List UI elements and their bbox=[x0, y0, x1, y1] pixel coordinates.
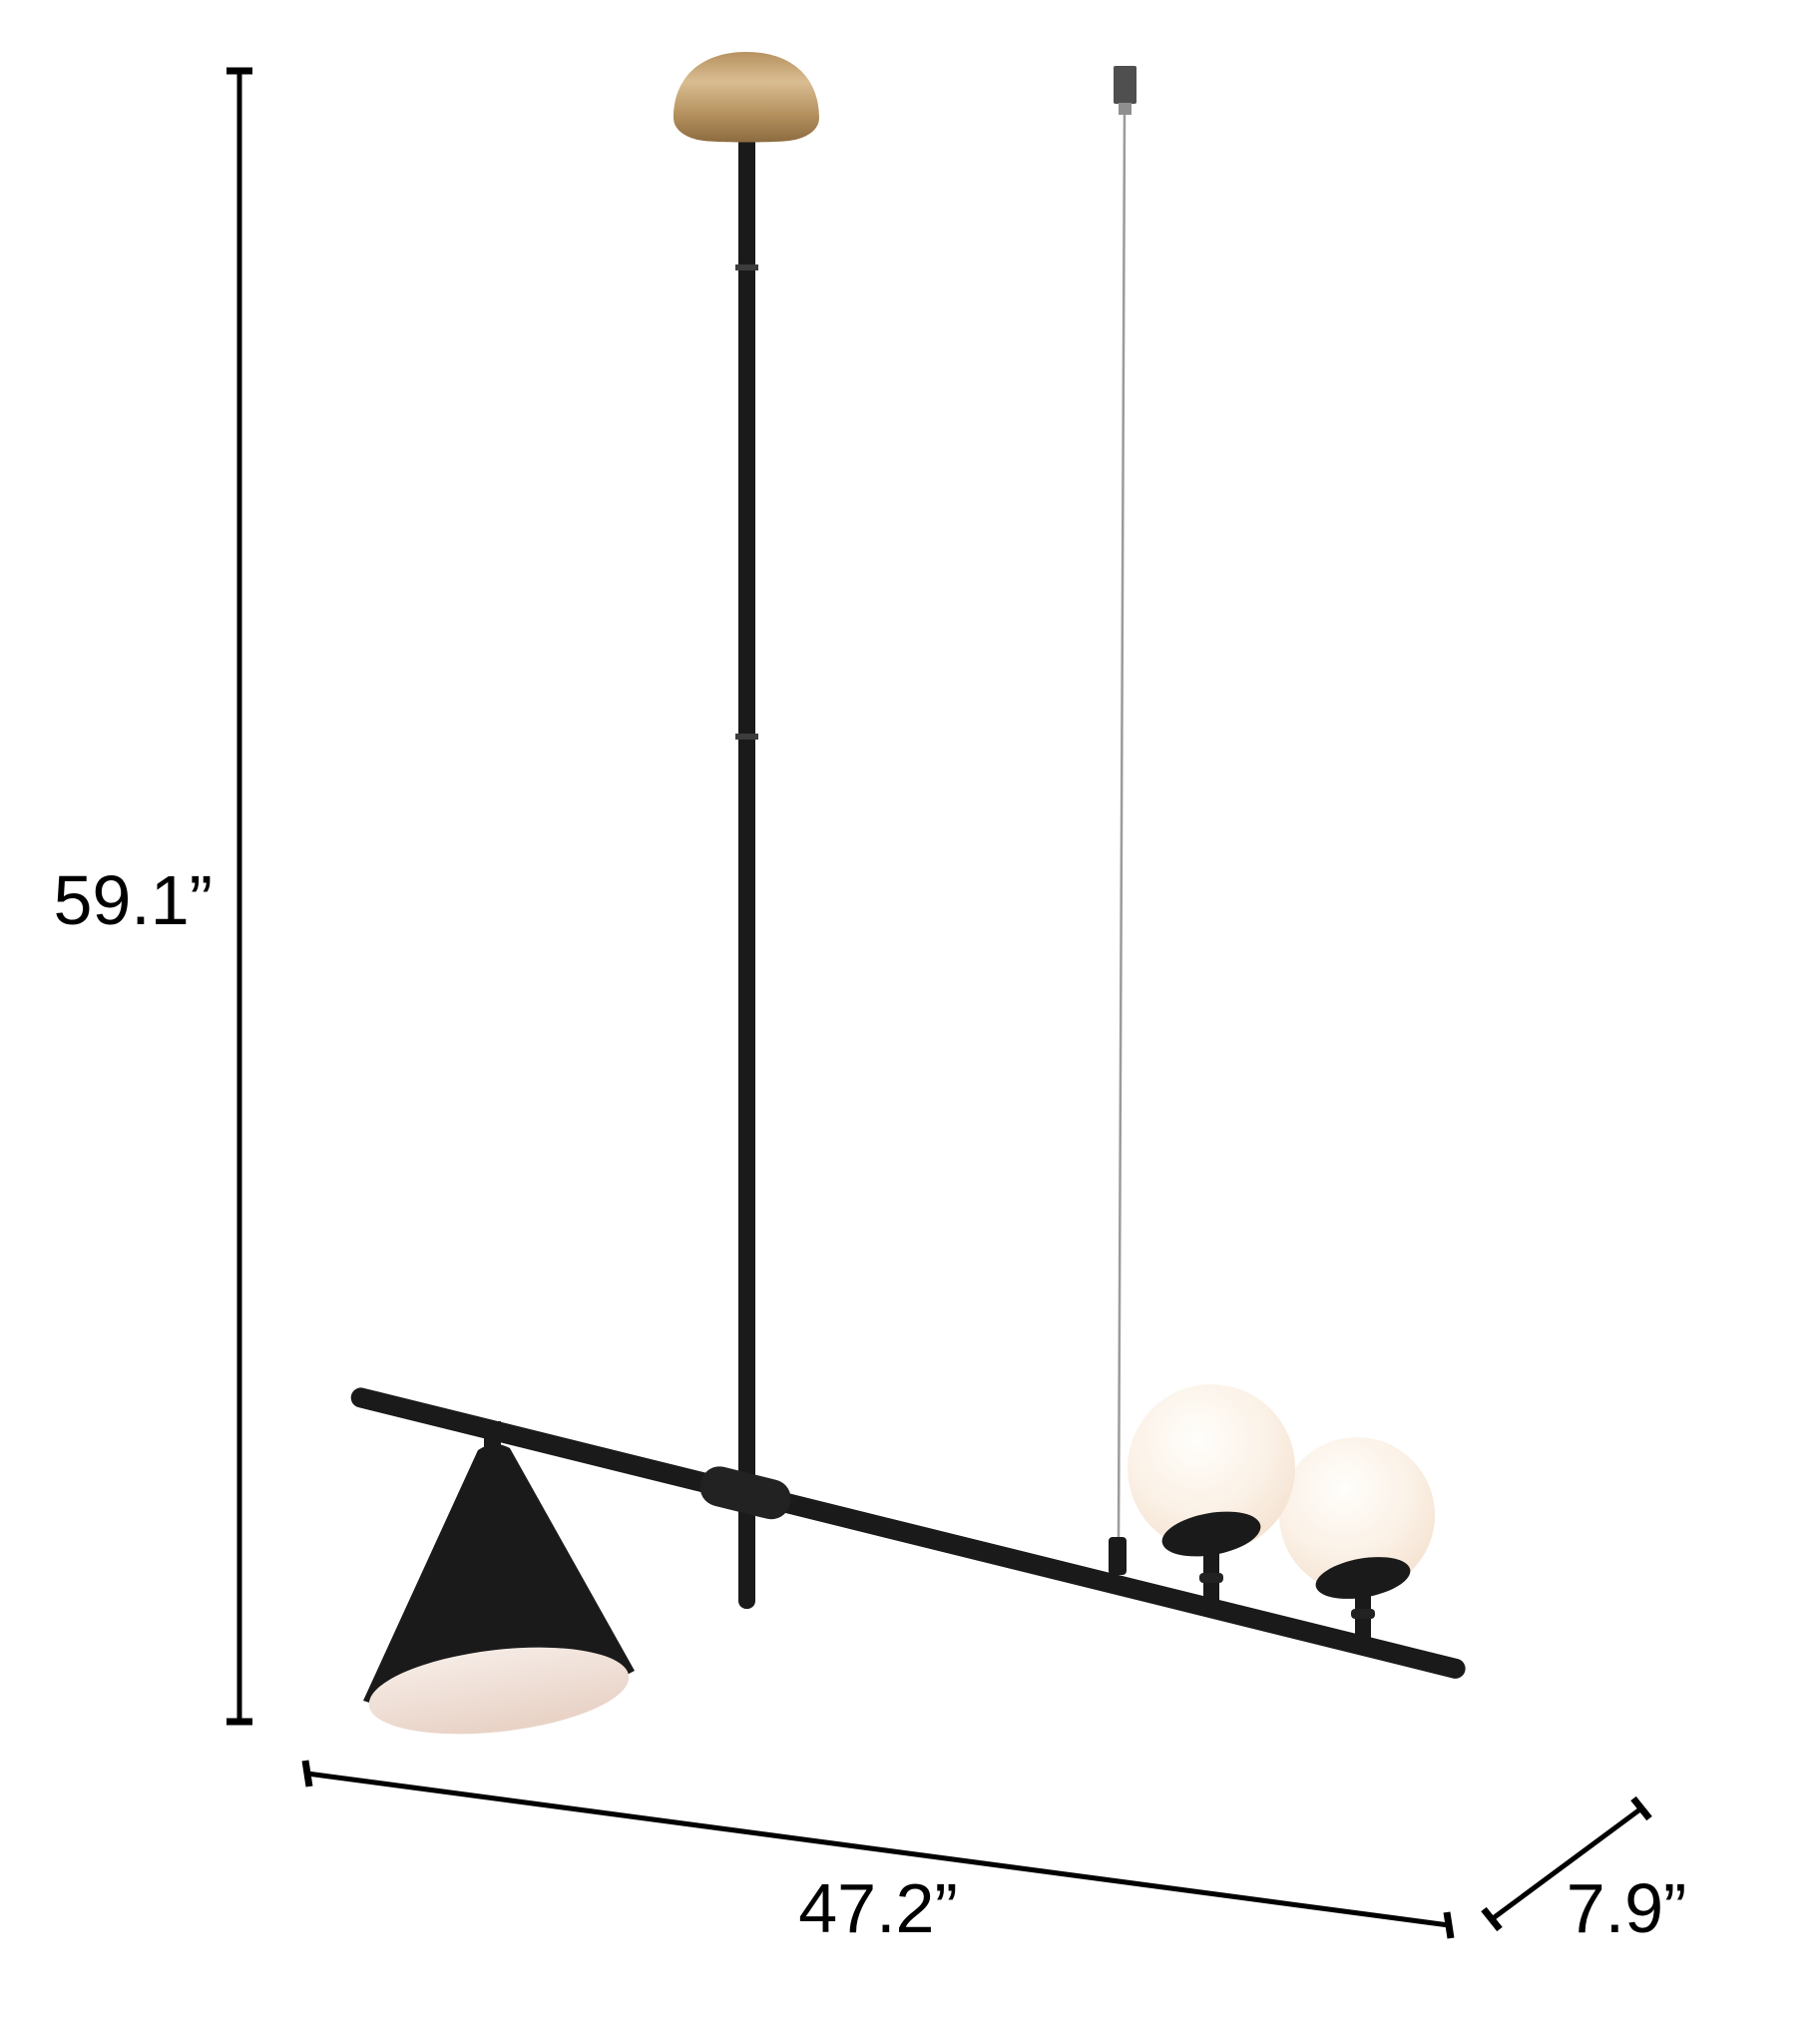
dimension-annotations: 59.1” 47.2” 7.9” bbox=[53, 67, 1687, 1947]
depth-dimension-cap-right bbox=[1630, 1795, 1652, 1821]
globe-left-stem-knuckle bbox=[1199, 1573, 1223, 1583]
wire-bar-sleeve bbox=[1109, 1537, 1127, 1575]
width-dimension-cap-right bbox=[1443, 1911, 1455, 1939]
bar-collar bbox=[699, 1466, 791, 1520]
width-dimension-label: 47.2” bbox=[798, 1869, 958, 1947]
globe-right-socket-cup bbox=[1315, 1557, 1411, 1599]
depth-dimension-label: 7.9” bbox=[1567, 1869, 1687, 1947]
glass-globe-left bbox=[1128, 1384, 1295, 1552]
brass-canopy bbox=[674, 52, 819, 143]
rod-joint-upper bbox=[735, 264, 758, 270]
suspension-wire bbox=[1117, 111, 1127, 1543]
height-dimension-label: 59.1” bbox=[53, 861, 213, 939]
cone-stem bbox=[484, 1421, 501, 1451]
wire-ceiling-grip bbox=[1114, 66, 1136, 104]
pendant-lamp-fixture bbox=[350, 52, 1466, 1735]
depth-dimension-line bbox=[1490, 1805, 1643, 1922]
globe-left-socket-cup bbox=[1161, 1511, 1261, 1557]
horizontal-bar bbox=[350, 1387, 1466, 1679]
width-dimension-cap-left bbox=[301, 1760, 313, 1788]
depth-dimension-cap-left bbox=[1481, 1906, 1503, 1932]
glass-globe-right bbox=[1279, 1437, 1435, 1593]
down-rod bbox=[738, 125, 755, 1609]
rod-joint-lower bbox=[735, 734, 758, 740]
wire-grip-nub bbox=[1119, 103, 1132, 115]
width-dimension-line bbox=[306, 1771, 1450, 1928]
globe-right-stem-knuckle bbox=[1351, 1609, 1375, 1619]
cone-shade-interior bbox=[368, 1647, 630, 1735]
horizontal-bar-group bbox=[350, 1387, 1466, 1679]
